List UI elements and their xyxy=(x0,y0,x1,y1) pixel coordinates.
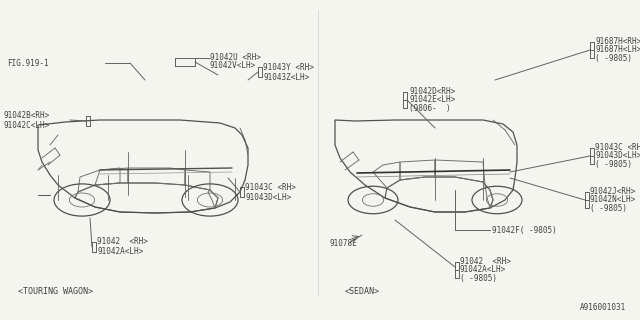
Text: ( -9805): ( -9805) xyxy=(595,53,632,62)
Text: 91043Y <RH>: 91043Y <RH> xyxy=(263,62,314,71)
Text: 91042C<LH>: 91042C<LH> xyxy=(3,122,49,131)
Text: 91042A<LH>: 91042A<LH> xyxy=(460,266,506,275)
Text: 91042U <RH>: 91042U <RH> xyxy=(210,53,261,62)
Text: 91042J<RH>: 91042J<RH> xyxy=(590,188,636,196)
Text: 91687H<RH>: 91687H<RH> xyxy=(595,37,640,46)
Text: 91042A<LH>: 91042A<LH> xyxy=(97,247,143,257)
Text: ( -9805): ( -9805) xyxy=(595,159,632,169)
Text: 91042  <RH>: 91042 <RH> xyxy=(97,237,148,246)
Text: <SEDAN>: <SEDAN> xyxy=(345,287,380,297)
Text: 91078E: 91078E xyxy=(330,238,358,247)
Text: 91042N<LH>: 91042N<LH> xyxy=(590,196,636,204)
Text: 91043Z<LH>: 91043Z<LH> xyxy=(263,73,309,82)
Text: <TOURING WAGON>: <TOURING WAGON> xyxy=(18,287,93,297)
Text: FIG.919-1: FIG.919-1 xyxy=(7,59,49,68)
Text: 91042F( -9805): 91042F( -9805) xyxy=(492,226,557,235)
Text: 91043D<LH>: 91043D<LH> xyxy=(245,193,291,202)
Text: 91687H<LH>: 91687H<LH> xyxy=(595,45,640,54)
Text: ( -9805): ( -9805) xyxy=(590,204,627,212)
Text: 91042  <RH>: 91042 <RH> xyxy=(460,258,511,267)
Text: A916001031: A916001031 xyxy=(580,303,627,313)
Text: (9806-  ): (9806- ) xyxy=(409,103,451,113)
Text: 91043D<LH>: 91043D<LH> xyxy=(595,151,640,161)
Text: 91043C <RH>: 91043C <RH> xyxy=(245,182,296,191)
Text: 91042D<RH>: 91042D<RH> xyxy=(409,87,455,97)
Text: ( -9805): ( -9805) xyxy=(460,274,497,283)
Text: 91042B<RH>: 91042B<RH> xyxy=(3,111,49,121)
Text: 91042V<LH>: 91042V<LH> xyxy=(210,61,256,70)
Text: 91042E<LH>: 91042E<LH> xyxy=(409,95,455,105)
Text: 91043C <RH>: 91043C <RH> xyxy=(595,143,640,153)
